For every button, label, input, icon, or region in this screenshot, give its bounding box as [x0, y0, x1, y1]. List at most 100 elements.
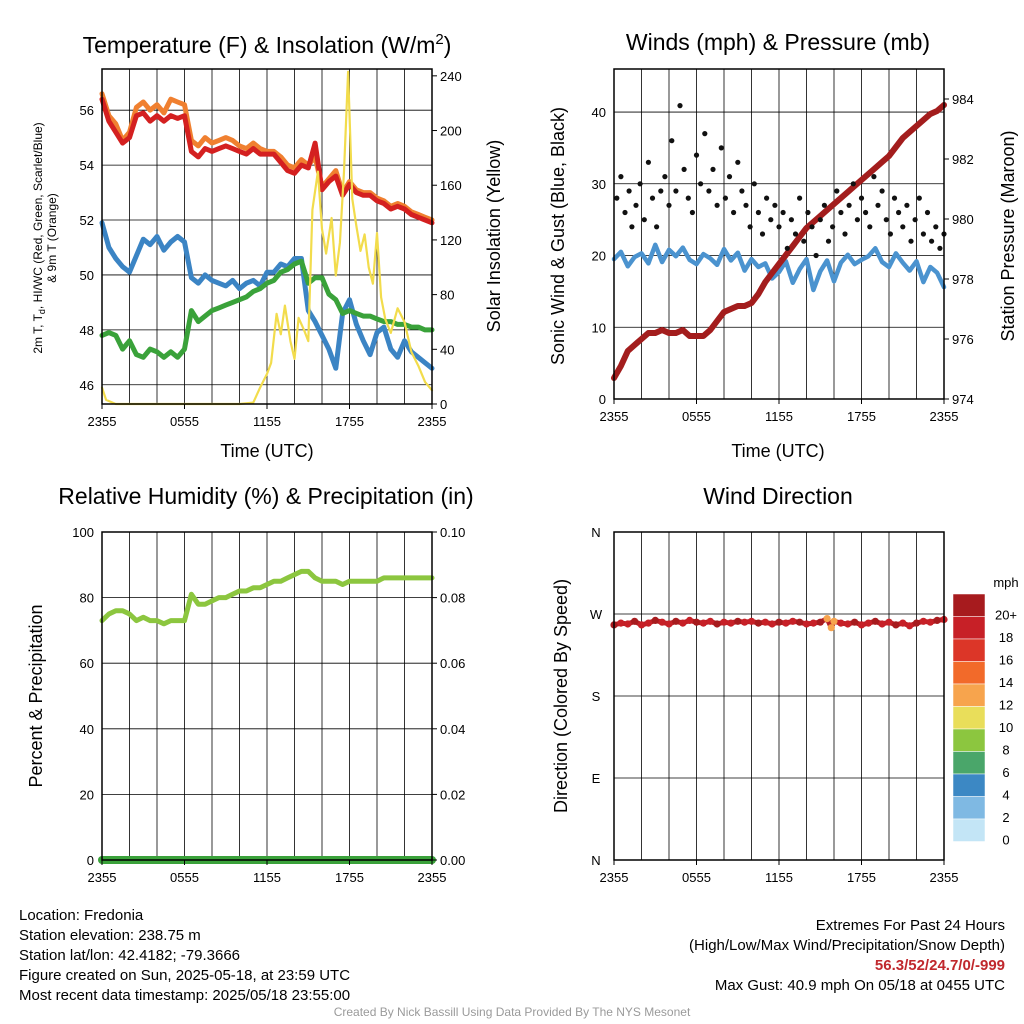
direction-point: [789, 617, 797, 625]
pressure-line: [611, 102, 947, 381]
legend-swatch: [952, 638, 986, 662]
station-info: Location: Fredonia Station elevation: 23…: [19, 906, 350, 1006]
x-tick-label: 1755: [335, 870, 364, 885]
legend-title: mph: [993, 575, 1018, 590]
direction-point: [827, 624, 835, 632]
gust-point: [776, 224, 782, 230]
gust-point: [912, 217, 918, 223]
gust-point: [784, 245, 790, 251]
gust-point: [747, 224, 753, 230]
legend-swatch: [952, 706, 986, 730]
wind-direction-left-axis-label: Direction (Colored By Speed): [551, 579, 571, 813]
winds-series: [611, 102, 947, 381]
x-tick-label: 2355: [418, 870, 447, 885]
gust-point: [805, 209, 811, 216]
svg-text:& 9m T (Orange): & 9m T (Orange): [45, 193, 59, 283]
x-tick-label: 2355: [418, 414, 447, 429]
gust-point: [850, 181, 856, 187]
extremes-info: Extremes For Past 24 Hours (High/Low/Max…: [689, 916, 1005, 996]
winds-right-axis-label: Station Pressure (Maroon): [998, 130, 1018, 341]
humidity-panel: Relative Humidity (%) & Precipitation (i…: [26, 483, 474, 885]
x-tick-label: 1155: [253, 870, 281, 885]
x-tick-label: 1155: [765, 409, 793, 424]
gust-point: [871, 174, 877, 180]
gust-point: [891, 195, 898, 201]
gust-point: [817, 217, 823, 223]
gust-point: [629, 224, 635, 230]
x-tick-label: 0555: [682, 409, 711, 424]
temperature-tick-labels: 46 48 50 52 54 56 0 40 80 120 160 200 240 2355 0555 115…: [80, 69, 462, 429]
direction-point: [617, 619, 625, 627]
direction-point: [686, 616, 694, 625]
gust-point: [626, 188, 632, 194]
direction-point: [679, 619, 687, 627]
gust-point: [801, 238, 807, 244]
winds-x-axis-label: Time (UTC): [731, 441, 824, 461]
y2-tick-label: 980: [952, 212, 974, 227]
gust-point: [908, 238, 914, 244]
gust-point: [706, 188, 712, 194]
gust-point: [689, 209, 696, 216]
gust-point: [764, 195, 770, 201]
humidity-line: [99, 568, 435, 627]
gust-point: [633, 202, 639, 208]
direction-point: [692, 618, 701, 626]
temperature-left-axis-label: 2m T, Td, HI/WC (Red, Green, Scarlet/Blu…: [31, 122, 59, 353]
gust-point: [726, 174, 733, 180]
y-tick-label: 40: [592, 105, 606, 120]
legend-label: 8: [1002, 742, 1009, 757]
direction-point: [782, 619, 790, 627]
wind-direction-panel-title: Wind Direction: [703, 483, 853, 509]
gust-point: [896, 209, 902, 216]
station-elevation: Station elevation: 238.75 m: [19, 927, 201, 944]
y2-tick-label: 974: [952, 392, 974, 407]
credit-line: Created By Nick Bassill Using Data Provi…: [333, 1005, 691, 1019]
legend-swatch: [952, 683, 986, 707]
gust-point: [875, 202, 881, 208]
wind-direction-series: [610, 615, 948, 632]
y-tick-label: 100: [72, 525, 94, 540]
legend-swatch: [952, 593, 986, 617]
winds-grid: [613, 69, 945, 400]
legend-label: 6: [1002, 765, 1009, 780]
y-tick-label: 80: [80, 591, 94, 606]
direction-tick-label: S: [592, 689, 601, 704]
y2-tick-label: 0.04: [440, 722, 465, 737]
gust-point: [842, 231, 848, 237]
gust-point: [645, 159, 652, 165]
humidity-panel-title: Relative Humidity (%) & Precipitation (i…: [58, 483, 473, 509]
direction-point: [699, 619, 708, 627]
direction-point: [768, 620, 776, 628]
gust-point: [658, 188, 664, 194]
speed-legend: 20+ 18 16 14 12 10 8 6 4 2 0: [952, 593, 1017, 847]
legend-swatch: [952, 661, 986, 685]
gust-point: [792, 231, 799, 237]
direction-point: [851, 618, 859, 626]
gust-point: [722, 195, 729, 201]
winds-tick-labels: 0 10 20 30 40 974 976 978 980 982 984 2355 0555 1155 1…: [592, 92, 974, 424]
direction-point: [741, 618, 749, 626]
humidity-tick-labels: 0 20 40 60 80 100 0.00 0.02 0.04 0.06 0.08 0.10 2355…: [72, 525, 465, 885]
y2-tick-label: 80: [440, 288, 454, 303]
sustained-wind-line: [611, 242, 947, 293]
direction-point: [651, 616, 659, 625]
gust-point: [788, 217, 795, 223]
winds-panel-title: Winds (mph) & Pressure (mb): [626, 29, 930, 55]
y2-tick-label: 0.00: [440, 853, 465, 868]
gust-point: [924, 209, 931, 216]
y-tick-label: 20: [80, 787, 94, 802]
direction-point: [919, 617, 928, 625]
gust-point: [929, 238, 935, 244]
direction-tick-label: W: [590, 607, 603, 622]
gust-point: [933, 224, 939, 230]
gust-point: [743, 202, 749, 208]
legend-swatch: [952, 728, 986, 752]
gust-point: [751, 181, 757, 187]
gust-point: [937, 245, 943, 251]
y-tick-label: 0: [87, 853, 94, 868]
gust-point: [772, 202, 778, 208]
direction-point: [802, 620, 811, 628]
temperature-series-line-1: [99, 96, 435, 226]
temperature-series-line-2: [99, 220, 435, 371]
